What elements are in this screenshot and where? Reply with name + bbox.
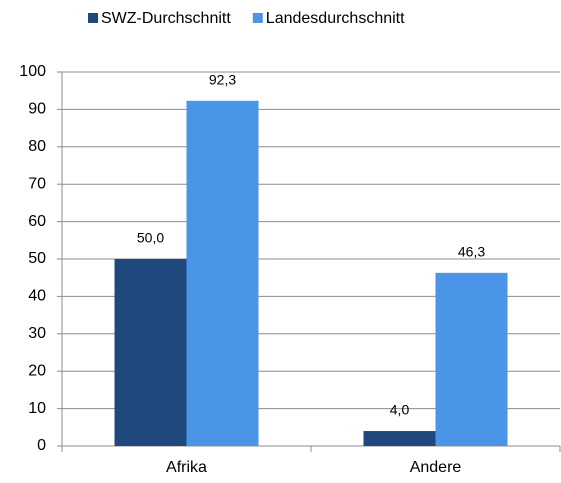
y-tick-label: 20 [28, 362, 46, 379]
y-tick-label: 70 [28, 175, 46, 192]
bar [435, 272, 508, 446]
legend-label: SWZ-Durchschnitt [101, 10, 231, 27]
bar [363, 431, 436, 446]
value-label: 46,3 [458, 244, 485, 260]
x-tick-label: Afrika [166, 459, 207, 476]
y-tick-label: 60 [28, 213, 46, 230]
bar [186, 100, 259, 446]
bar [114, 259, 187, 446]
y-tick-label: 90 [28, 101, 46, 118]
y-tick-label: 0 [37, 437, 46, 454]
y-tick-label: 10 [28, 400, 46, 417]
value-label: 92,3 [209, 72, 236, 88]
legend-swatch [252, 13, 263, 23]
y-tick-label: 50 [28, 250, 46, 267]
y-tick-label: 40 [28, 288, 46, 305]
legend-swatch [88, 13, 98, 23]
value-label: 4,0 [390, 402, 410, 418]
y-tick-label: 30 [28, 325, 46, 342]
y-tick-label: 100 [19, 63, 46, 80]
y-tick-label: 80 [28, 138, 46, 155]
legend-label: Landesdurchschnitt [266, 10, 405, 27]
value-label: 50,0 [137, 230, 164, 246]
x-tick-label: Andere [410, 459, 462, 476]
